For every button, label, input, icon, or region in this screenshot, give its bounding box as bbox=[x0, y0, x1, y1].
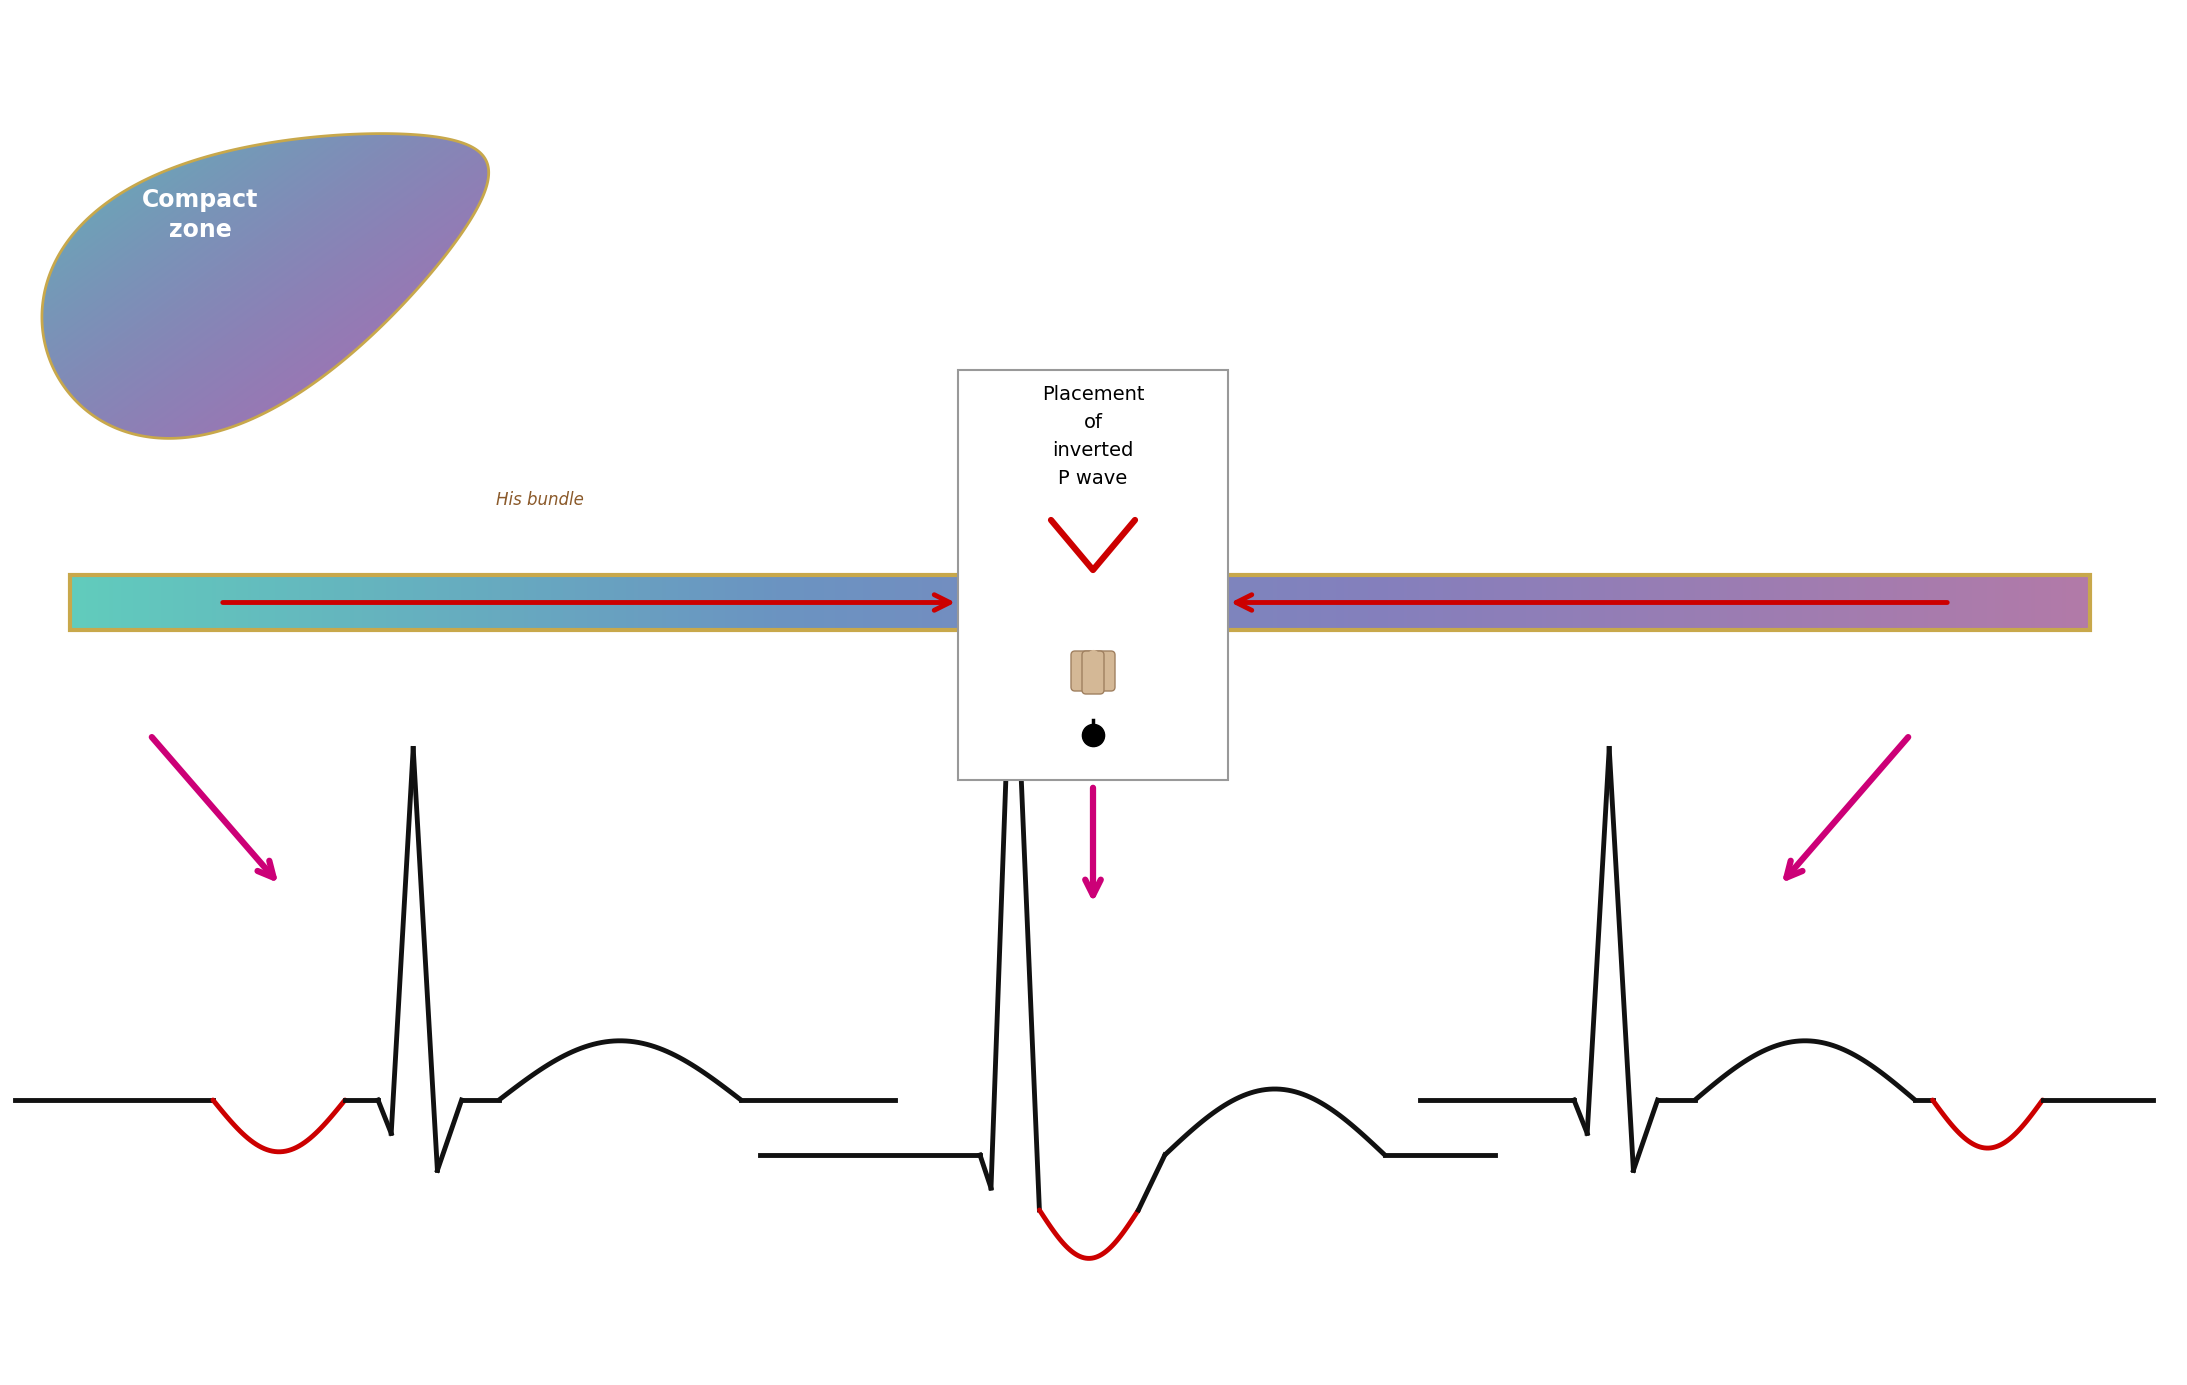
Text: Placement
of
inverted
P wave: Placement of inverted P wave bbox=[1041, 385, 1144, 488]
Text: His bundle: His bundle bbox=[496, 492, 584, 510]
FancyBboxPatch shape bbox=[1083, 651, 1104, 694]
FancyBboxPatch shape bbox=[1072, 651, 1115, 691]
Text: Compact
zone: Compact zone bbox=[142, 188, 258, 242]
FancyBboxPatch shape bbox=[958, 370, 1227, 780]
